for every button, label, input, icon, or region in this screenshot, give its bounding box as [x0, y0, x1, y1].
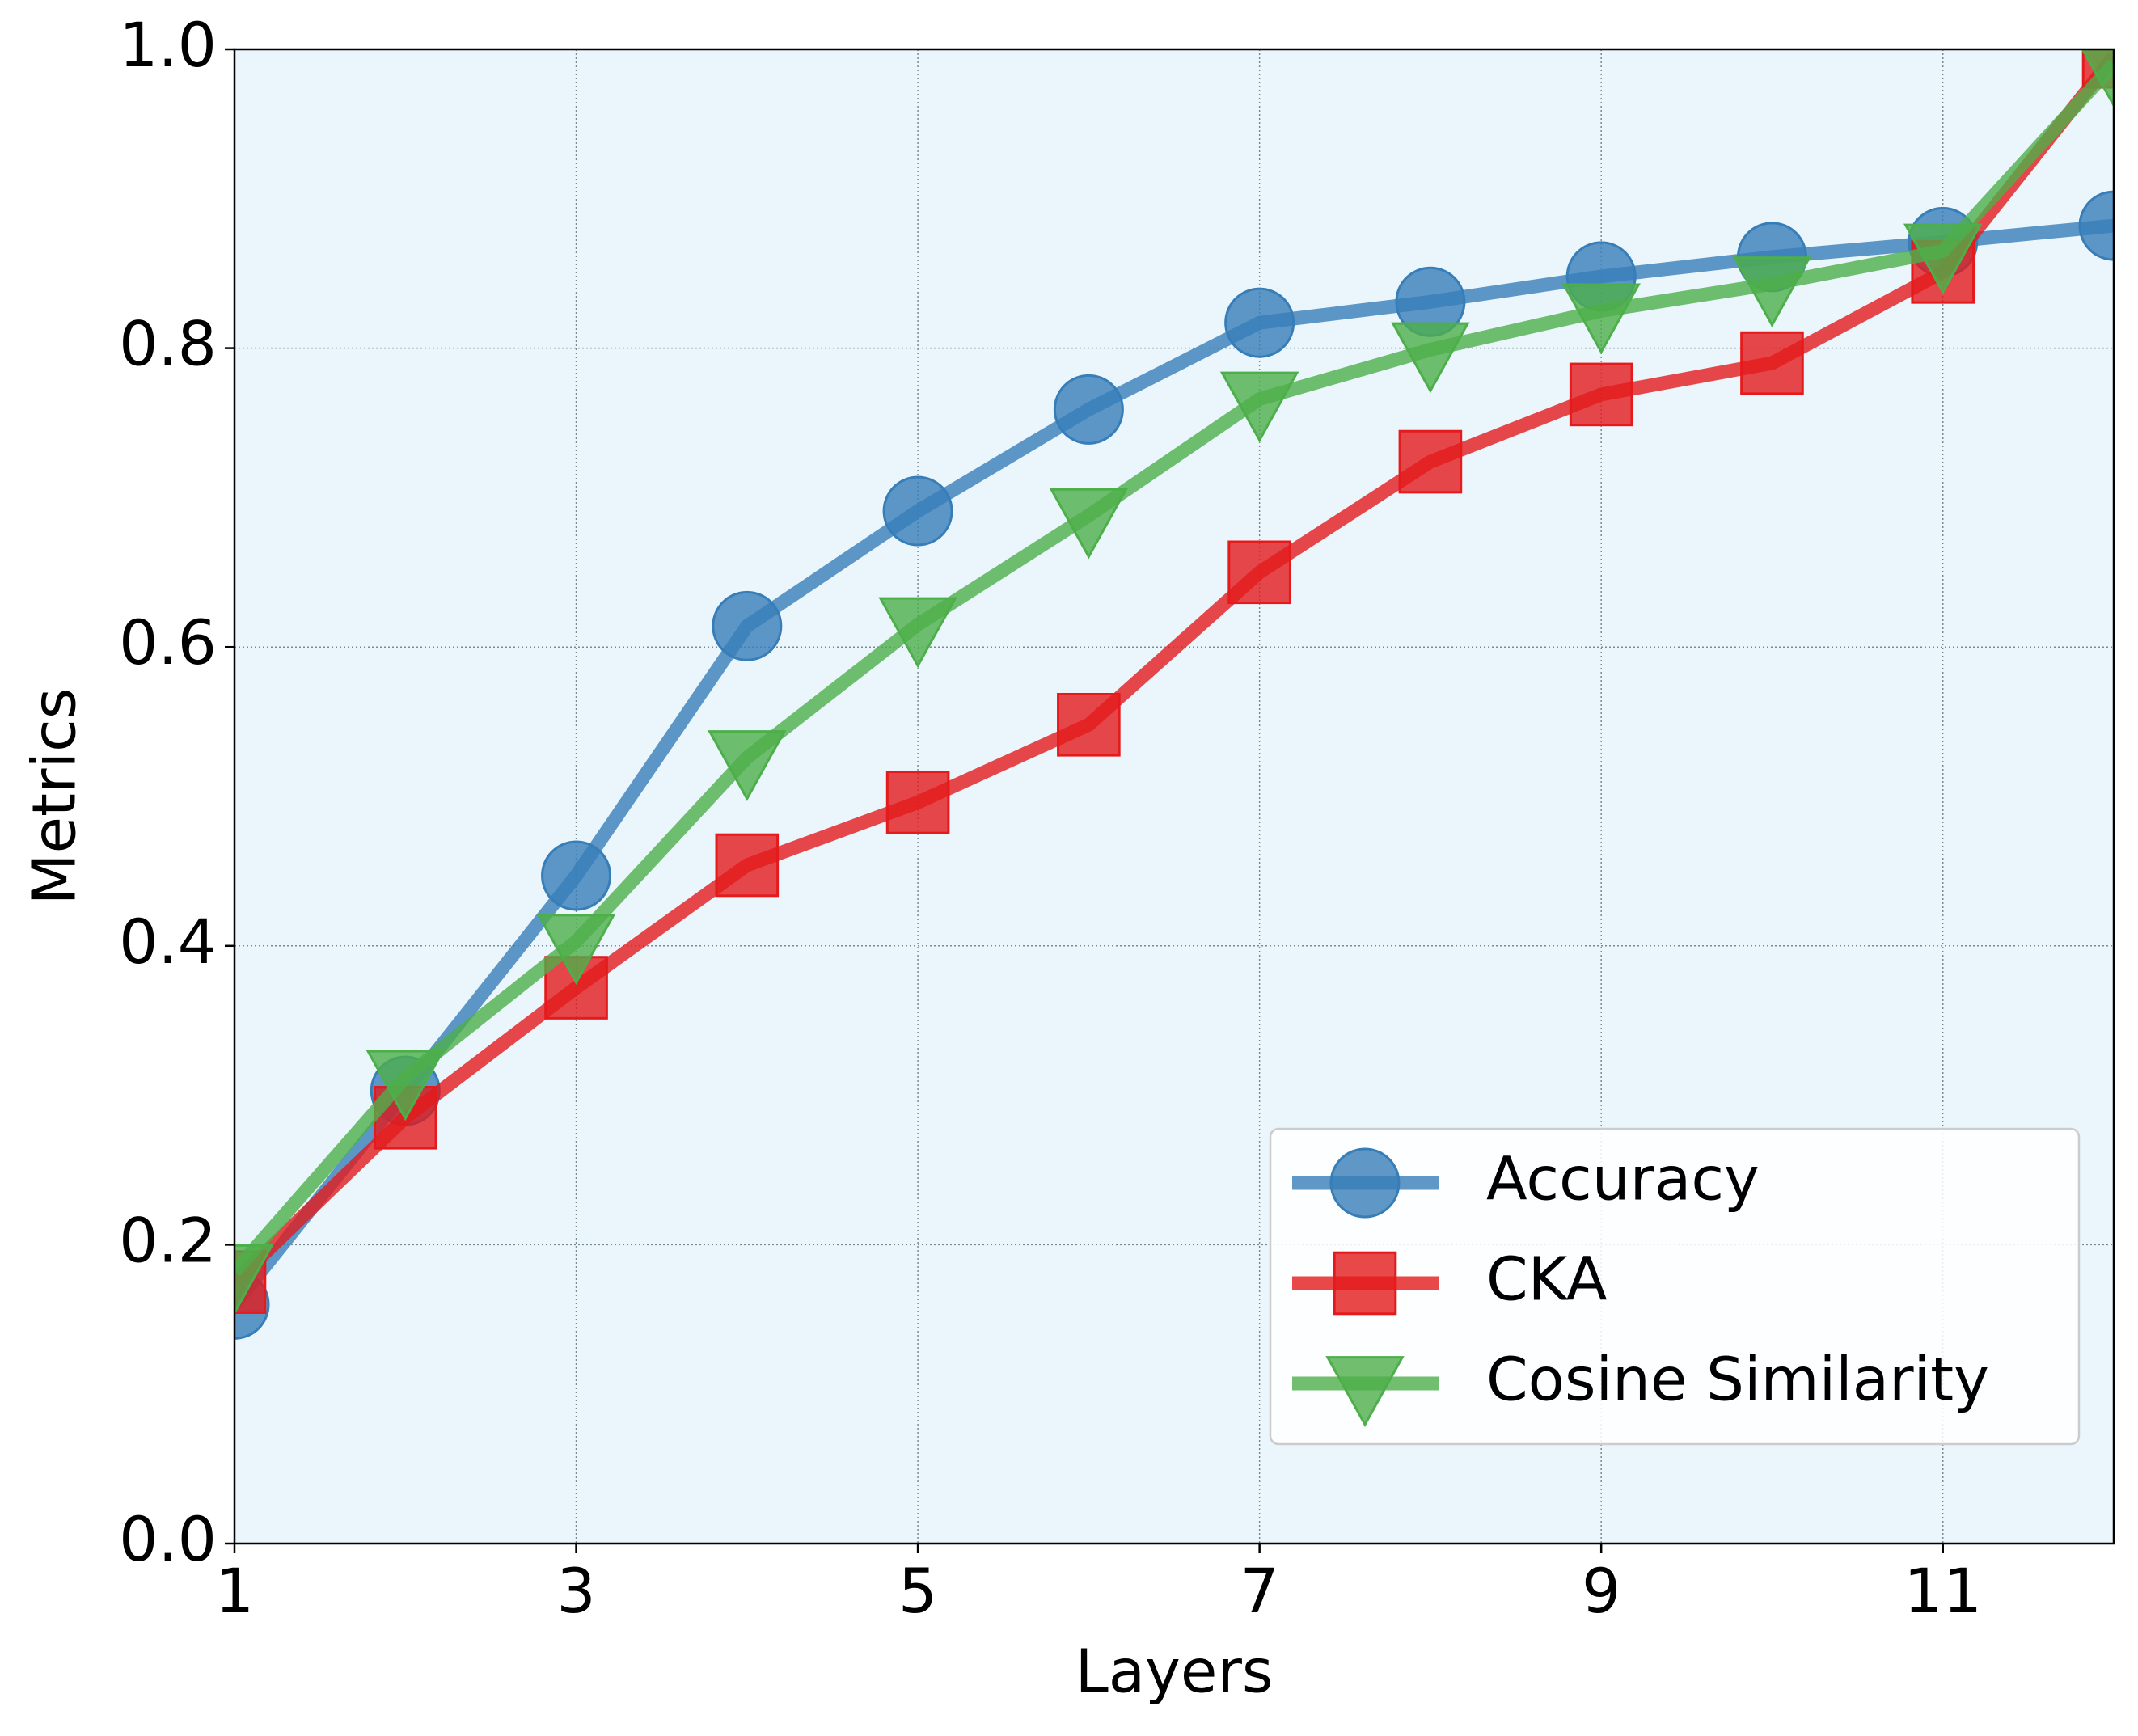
y-tick-label: 0.4 [119, 906, 217, 978]
marker [1333, 1251, 1397, 1316]
y-tick-label: 0.2 [119, 1204, 217, 1276]
marker [2078, 190, 2114, 261]
x-tick-label: 3 [556, 1555, 595, 1627]
x-tick-label: 1 [215, 1555, 254, 1627]
marker [878, 597, 957, 669]
y-tick-label: 1.0 [119, 9, 217, 81]
marker [1219, 371, 1299, 443]
marker [1569, 362, 1633, 427]
legend-label: Cosine Similarity [1486, 1345, 1989, 1415]
marker [536, 914, 616, 986]
legend: Accuracy CKA Cosine Similarity [1269, 1127, 2081, 1446]
x-tick-label: 9 [1582, 1555, 1620, 1627]
legend-box [1269, 1127, 2081, 1446]
marker [1057, 692, 1121, 757]
marker [712, 590, 783, 661]
marker [885, 771, 950, 834]
ticks: 0.0 0.2 0.4 0.6 0.8 1.0 1 3 5 7 9 11 [119, 9, 1982, 1627]
marker [715, 833, 780, 898]
marker [1224, 287, 1295, 358]
marker [1732, 256, 1812, 328]
marker [2081, 49, 2114, 108]
marker [1398, 429, 1463, 494]
plot [235, 49, 2114, 1340]
y-tick-label: 0.6 [119, 606, 217, 678]
x-tick-label: 7 [1240, 1555, 1278, 1627]
x-axis-label: Layers [1075, 1637, 1274, 1707]
series-line [235, 59, 2114, 1277]
marker [1391, 322, 1470, 394]
marker [1903, 223, 1983, 295]
marker [882, 475, 953, 547]
y-axis-label: Metrics [20, 688, 90, 906]
marker [1325, 1356, 1405, 1427]
marker [365, 1050, 446, 1121]
marker [1561, 283, 1641, 355]
marker [1053, 374, 1124, 445]
y-tick-label: 0.8 [119, 308, 217, 380]
x-tick-label: 5 [898, 1555, 937, 1627]
x-tick-label: 11 [1903, 1555, 1982, 1627]
marker [708, 730, 787, 801]
marker [1049, 488, 1129, 560]
axes-frame [233, 48, 2115, 1545]
legend-label: CKA [1486, 1245, 1608, 1315]
y-tick-label: 0.0 [119, 1503, 217, 1575]
marker [1740, 331, 1804, 395]
marker [1227, 540, 1291, 605]
legend-label: Accuracy [1486, 1145, 1760, 1214]
marker [1329, 1147, 1401, 1219]
marker [541, 840, 612, 911]
